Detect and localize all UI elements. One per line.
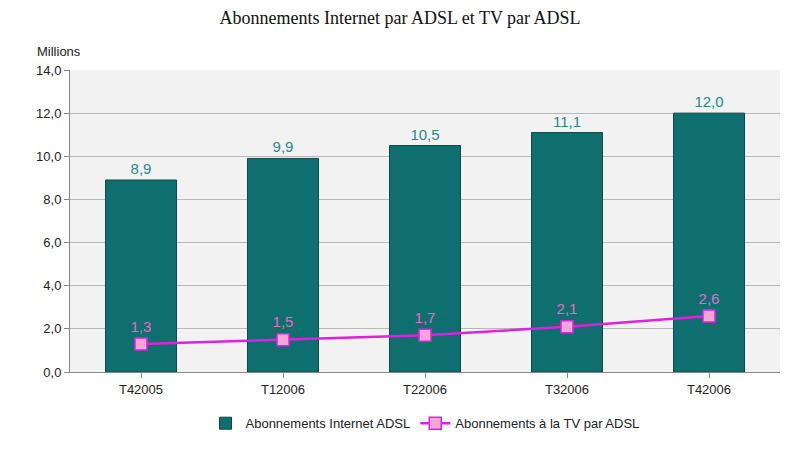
svg-text:0,0: 0,0 bbox=[43, 365, 61, 380]
svg-text:Abonnements Internet ADSL: Abonnements Internet ADSL bbox=[246, 416, 411, 431]
svg-text:1,5: 1,5 bbox=[273, 313, 294, 330]
svg-text:10,5: 10,5 bbox=[410, 126, 439, 143]
svg-text:T12006: T12006 bbox=[261, 382, 305, 397]
svg-text:9,9: 9,9 bbox=[273, 138, 294, 155]
svg-text:12,0: 12,0 bbox=[36, 106, 61, 121]
svg-text:T42006: T42006 bbox=[687, 382, 731, 397]
svg-text:Abonnements Internet par ADSL: Abonnements Internet par ADSL et TV par … bbox=[219, 8, 580, 28]
svg-text:Abonnements à la TV par ADSL: Abonnements à la TV par ADSL bbox=[455, 416, 639, 431]
svg-text:2,0: 2,0 bbox=[43, 321, 61, 336]
svg-text:4,0: 4,0 bbox=[43, 278, 61, 293]
svg-text:8,9: 8,9 bbox=[131, 160, 152, 177]
svg-text:1,7: 1,7 bbox=[415, 309, 436, 326]
svg-text:1,3: 1,3 bbox=[131, 318, 152, 335]
svg-text:6,0: 6,0 bbox=[43, 235, 61, 250]
svg-text:8,0: 8,0 bbox=[43, 192, 61, 207]
svg-text:2,1: 2,1 bbox=[557, 300, 578, 317]
svg-text:10,0: 10,0 bbox=[36, 149, 61, 164]
svg-text:2,6: 2,6 bbox=[699, 290, 720, 307]
svg-text:T42005: T42005 bbox=[119, 382, 163, 397]
svg-text:Millions: Millions bbox=[37, 44, 81, 59]
svg-text:T32006: T32006 bbox=[545, 382, 589, 397]
svg-text:T22006: T22006 bbox=[403, 382, 447, 397]
svg-text:12,0: 12,0 bbox=[694, 93, 723, 110]
svg-text:14,0: 14,0 bbox=[36, 63, 61, 78]
svg-text:11,1: 11,1 bbox=[553, 113, 581, 130]
